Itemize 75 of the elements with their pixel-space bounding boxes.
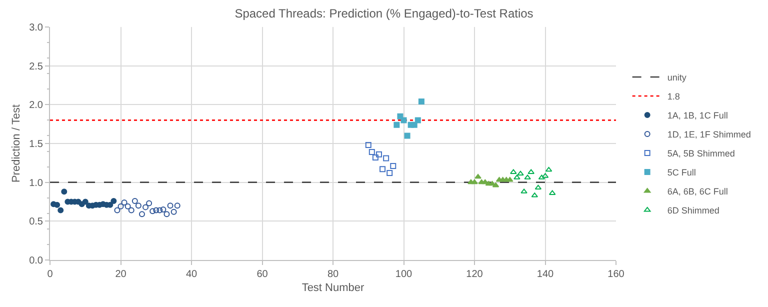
point bbox=[492, 182, 500, 188]
point bbox=[404, 132, 410, 139]
point bbox=[146, 200, 152, 206]
point bbox=[110, 198, 117, 204]
point bbox=[82, 198, 88, 205]
x-tick-label: 60 bbox=[256, 269, 268, 280]
x-tick-label: 120 bbox=[466, 269, 484, 280]
point bbox=[121, 200, 128, 206]
point bbox=[510, 169, 517, 174]
legend-label: 5A, 5B Shimmed bbox=[667, 148, 735, 159]
chart-title: Spaced Threads: Prediction (% Engaged)-to-Test Ratios bbox=[234, 6, 534, 21]
point bbox=[118, 203, 124, 210]
legend-label: 1A, 1B, 1C Full bbox=[667, 110, 728, 121]
y-tick-label: 1.5 bbox=[29, 139, 44, 150]
point bbox=[372, 154, 378, 160]
point bbox=[545, 166, 552, 172]
point bbox=[418, 98, 424, 105]
point bbox=[528, 169, 534, 174]
x-tick-label: 20 bbox=[115, 269, 127, 280]
legend-label: 6D Shimmed bbox=[667, 206, 720, 216]
point bbox=[156, 207, 163, 214]
point bbox=[368, 149, 375, 156]
point bbox=[365, 142, 372, 148]
point bbox=[170, 208, 177, 215]
point bbox=[54, 202, 60, 208]
point bbox=[380, 166, 386, 172]
point bbox=[58, 207, 64, 214]
point bbox=[414, 117, 421, 124]
legend-label: 5C Full bbox=[667, 168, 696, 178]
point bbox=[411, 122, 418, 128]
point bbox=[524, 174, 531, 180]
x-tick-label: 40 bbox=[186, 269, 198, 280]
point bbox=[400, 117, 407, 124]
legend-label: 1.8 bbox=[667, 92, 680, 102]
y-tick-label: 2.5 bbox=[29, 61, 44, 72]
point bbox=[61, 188, 68, 195]
y-tick-label: 3.0 bbox=[29, 22, 44, 34]
x-tick-label: 100 bbox=[395, 269, 413, 280]
point bbox=[376, 151, 382, 158]
point bbox=[390, 163, 396, 170]
y-tick-label: 2.0 bbox=[29, 100, 44, 112]
point bbox=[164, 211, 170, 218]
point bbox=[471, 179, 478, 184]
point bbox=[128, 207, 134, 214]
point bbox=[394, 122, 400, 128]
point bbox=[135, 202, 142, 209]
y-tick-label: 0.5 bbox=[29, 216, 44, 228]
x-axis-title: Test Number bbox=[302, 282, 365, 294]
point bbox=[153, 207, 160, 214]
point bbox=[517, 170, 524, 176]
point bbox=[514, 174, 520, 180]
point bbox=[142, 204, 149, 210]
point bbox=[534, 184, 542, 190]
point bbox=[160, 206, 166, 213]
y-tick-label: 0.0 bbox=[29, 256, 44, 266]
legend-label: 1D, 1E, 1F Shimmed bbox=[667, 130, 751, 140]
point bbox=[174, 202, 180, 209]
point bbox=[124, 203, 131, 210]
point bbox=[132, 198, 138, 204]
y-tick-label: 1.0 bbox=[29, 178, 44, 189]
point bbox=[520, 188, 528, 194]
point bbox=[474, 174, 482, 179]
point bbox=[167, 202, 174, 209]
x-tick-label: 160 bbox=[608, 269, 625, 280]
point bbox=[114, 207, 120, 214]
legend-label: unity bbox=[667, 72, 687, 83]
point bbox=[383, 155, 390, 162]
x-tick-label: 140 bbox=[536, 269, 554, 280]
point bbox=[150, 208, 156, 214]
x-tick-label: 80 bbox=[327, 269, 339, 280]
point bbox=[386, 170, 393, 176]
y-axis-title: Prediction / Test bbox=[10, 104, 23, 183]
point bbox=[138, 211, 145, 218]
legend-label: 6A, 6B, 6C Full bbox=[667, 186, 728, 197]
x-tick-label: 0 bbox=[47, 269, 54, 280]
